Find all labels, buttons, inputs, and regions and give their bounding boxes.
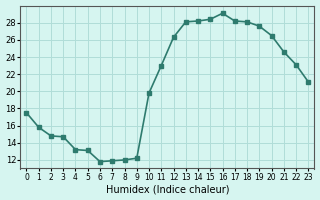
- X-axis label: Humidex (Indice chaleur): Humidex (Indice chaleur): [106, 184, 229, 194]
